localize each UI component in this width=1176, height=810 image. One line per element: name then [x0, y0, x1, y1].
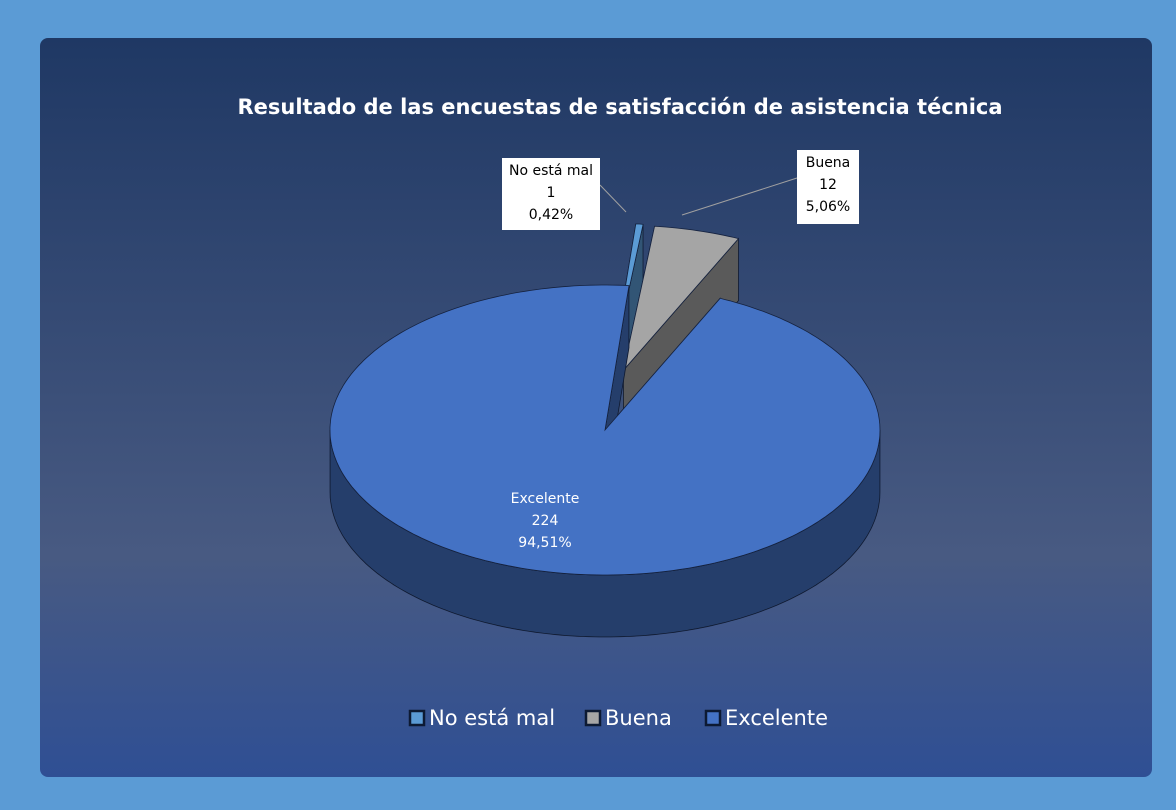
data-label: Buena [806, 155, 851, 171]
data-label: 94,51% [518, 535, 571, 551]
data-label: 12 [819, 177, 837, 193]
legend-swatch [704, 709, 722, 727]
legend-swatch [584, 709, 602, 727]
legend-label: Excelente [725, 706, 828, 730]
data-label: Excelente [511, 491, 580, 507]
legend-swatch [408, 709, 426, 727]
chart-title: Resultado de las encuestas de satisfacci… [237, 95, 1002, 119]
data-label-box [797, 150, 859, 224]
leader-line [599, 184, 627, 213]
data-label: No está mal [509, 163, 593, 179]
legend-label: Buena [605, 706, 672, 730]
data-label: 1 [547, 185, 556, 201]
data-label: 0,42% [529, 207, 573, 223]
data-label: 224 [532, 513, 559, 529]
data-label-box [502, 158, 600, 230]
slice-top [623, 225, 740, 371]
slice [329, 284, 881, 638]
legend-label: No está mal [429, 706, 555, 730]
leader-line [681, 177, 798, 216]
data-label: 5,06% [806, 199, 850, 215]
slice-top [329, 284, 881, 576]
slice-shade [330, 430, 880, 637]
